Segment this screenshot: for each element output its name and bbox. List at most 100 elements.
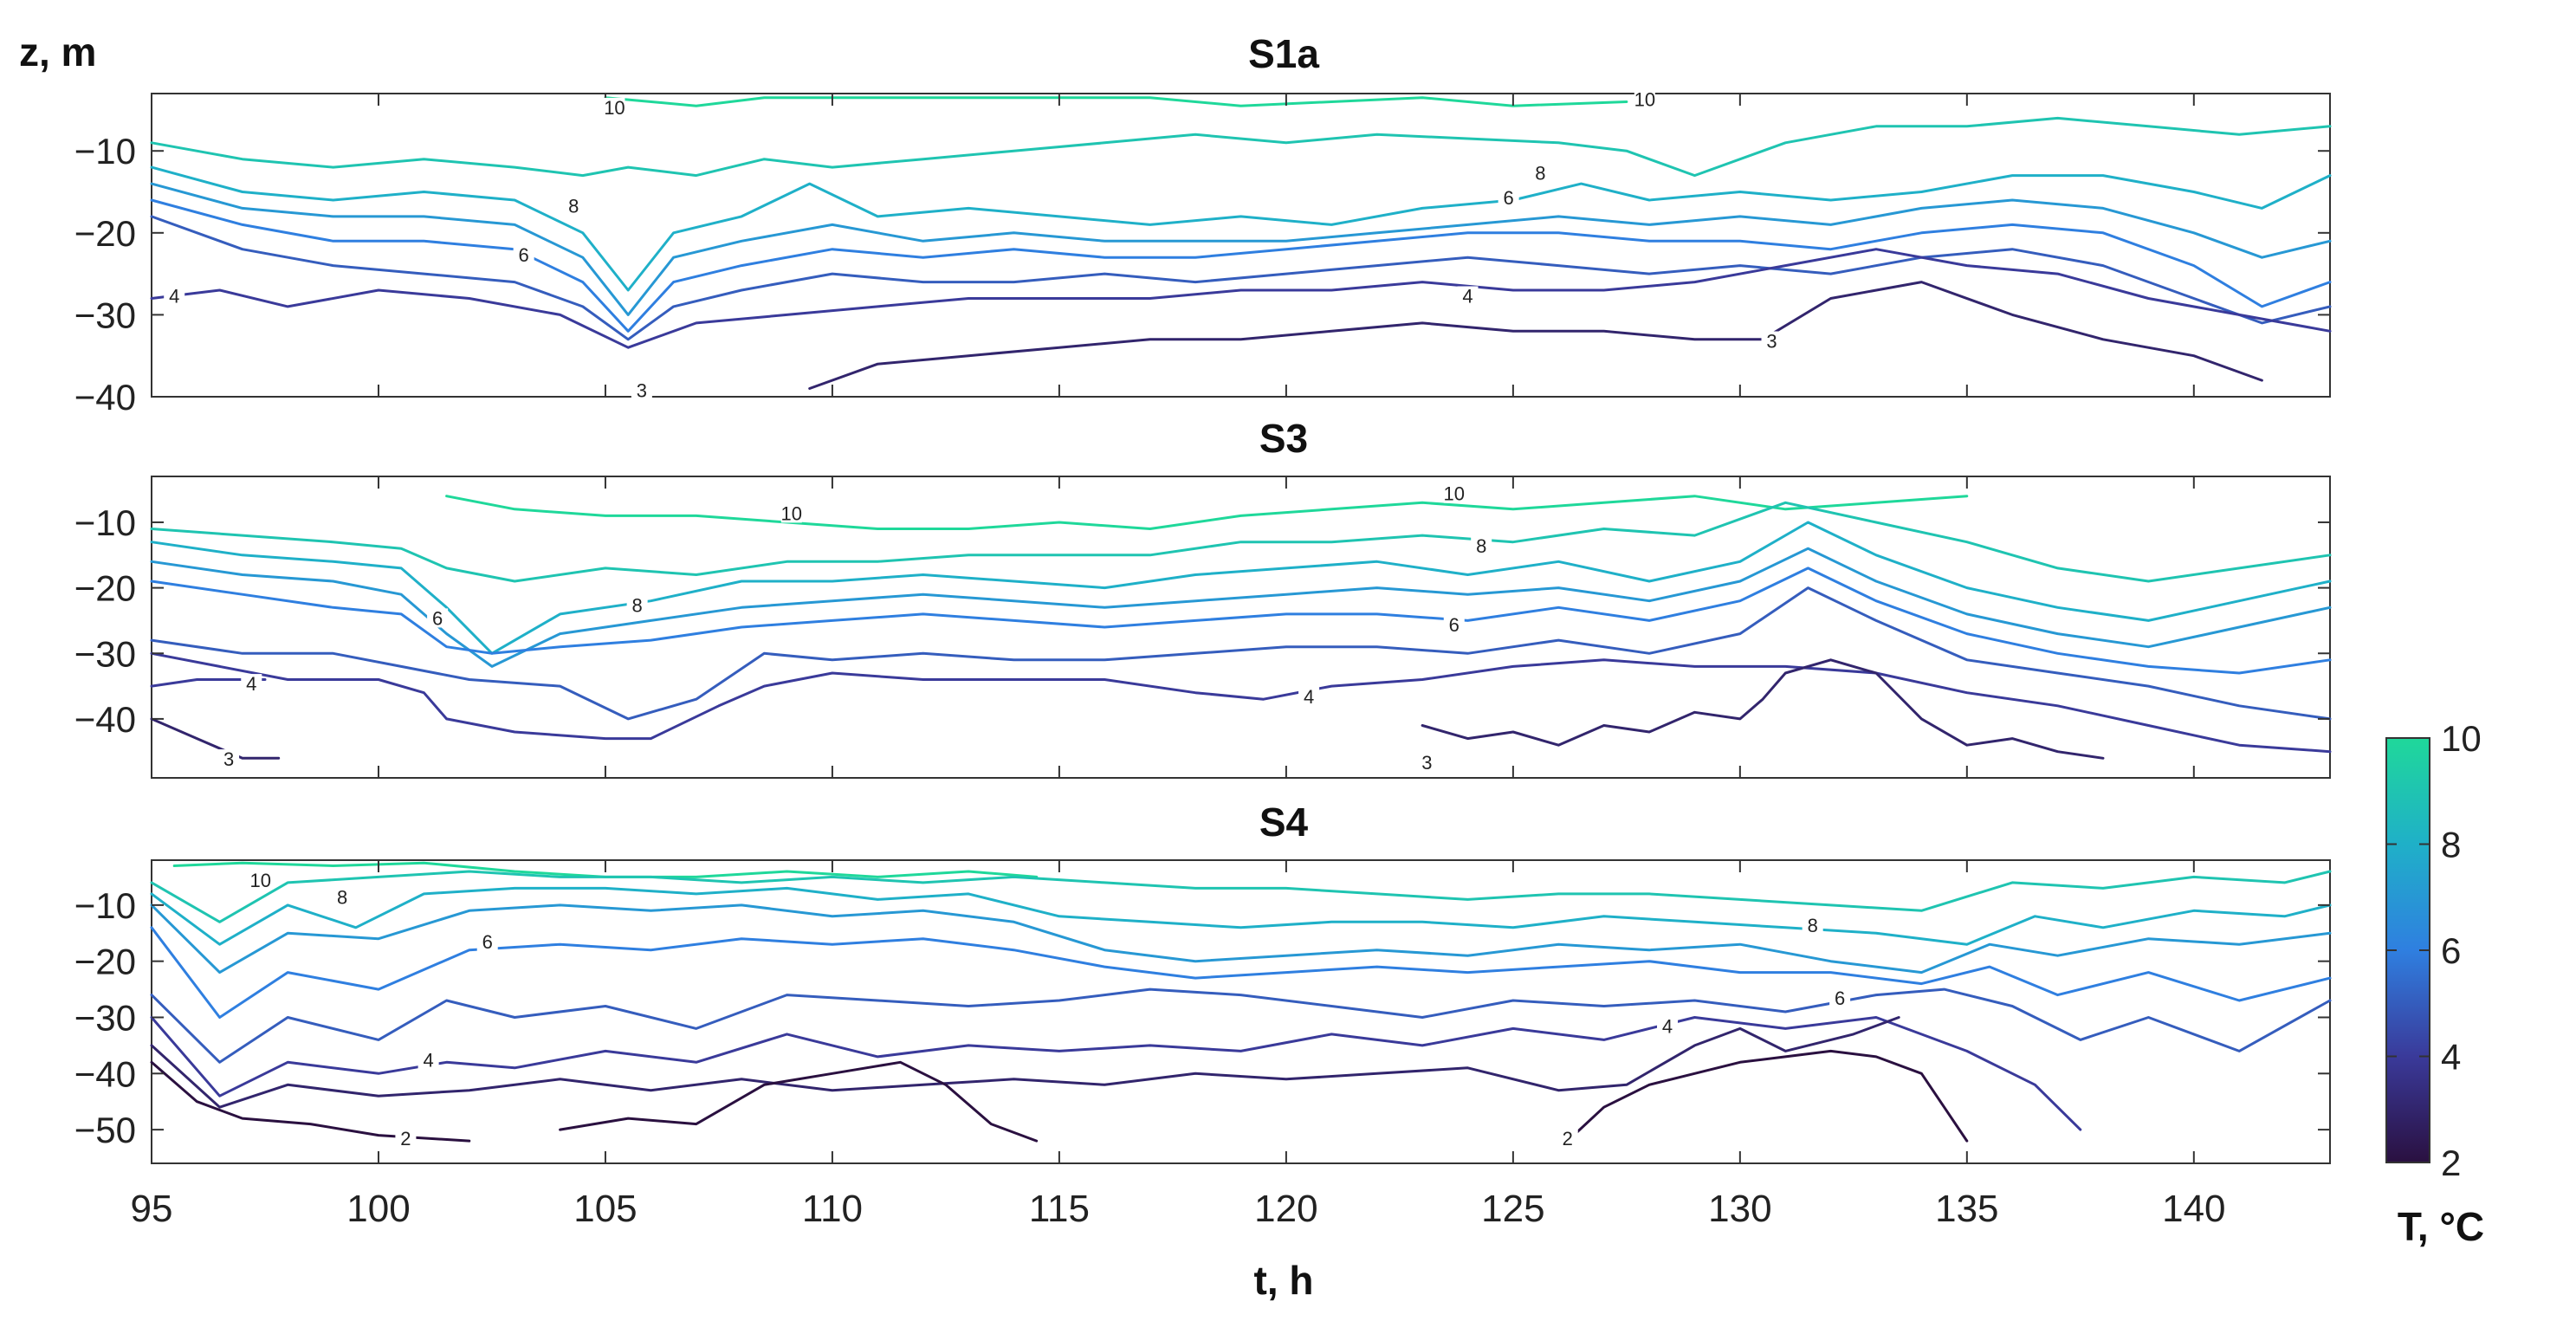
y-tick-label: −30	[74, 997, 136, 1038]
contour-label: 2	[1563, 1128, 1573, 1149]
isotherm-line-6	[150, 567, 2332, 675]
contour-label-bg	[1443, 615, 1465, 634]
colorbar-tick-label: 4	[2441, 1037, 2461, 1078]
contour-label: 4	[1462, 285, 1472, 307]
colorbar-tick-label: 8	[2441, 825, 2461, 865]
isotherm-line-3	[150, 717, 281, 760]
isotherm-line-5	[150, 215, 2332, 341]
contour-label-bg	[417, 1050, 439, 1070]
contour-label-bg	[1557, 1129, 1578, 1149]
contour-label-bg	[631, 380, 652, 400]
contour-label: 4	[1662, 1015, 1673, 1037]
x-tick-label: 140	[2162, 1188, 2225, 1230]
contour-label: 6	[1504, 187, 1514, 209]
contour-label: 8	[632, 594, 643, 616]
x-tick-label: 135	[1935, 1188, 1998, 1230]
contour-label-bg	[1634, 89, 1655, 109]
isotherm-line-10	[445, 495, 1969, 530]
plot-area	[151, 476, 2331, 779]
contour-label: 6	[432, 607, 443, 629]
colorbar-tick-label: 2	[2441, 1143, 2461, 1183]
contour-label-bg	[1498, 187, 1519, 207]
y-tick-label: −30	[74, 295, 136, 335]
isotherm-line-4	[150, 651, 2332, 754]
isotherm-line-9	[150, 501, 2332, 583]
contour-label: 3	[1766, 331, 1777, 353]
isotherm-line-7	[150, 182, 2332, 316]
contour-label-bg	[395, 1129, 417, 1149]
x-tick-label: 125	[1481, 1188, 1544, 1230]
contour-label-bg	[513, 245, 534, 265]
contour-label-bg	[1761, 331, 1783, 351]
plot-area	[151, 93, 2331, 398]
isotherm-line-10	[604, 96, 1628, 107]
contour-label-bg	[604, 97, 625, 117]
x-tick-label: 95	[131, 1188, 173, 1230]
contour-label: 10	[781, 502, 802, 524]
contour-label-bg	[427, 608, 449, 628]
panel-title: S4	[1259, 800, 1309, 845]
contour-label-bg	[626, 595, 648, 615]
x-tick-label: 120	[1254, 1188, 1317, 1230]
contour-label: 10	[1444, 483, 1465, 505]
contour-label: 6	[1835, 988, 1845, 1009]
contour-label: 2	[400, 1128, 411, 1149]
contour-label-bg	[1829, 988, 1851, 1008]
y-tick-label: −20	[74, 213, 136, 254]
contour-label-bg	[1416, 752, 1438, 772]
panel-title: S3	[1259, 416, 1308, 461]
isotherm-line-8	[150, 886, 2332, 946]
isotherm-line-5	[150, 988, 2332, 1064]
figure-ylabel: z, m	[19, 29, 96, 74]
plot-area	[151, 859, 2331, 1164]
contour-label: 8	[1476, 535, 1486, 557]
contour-label-bg	[241, 674, 262, 694]
isotherm-line-3	[808, 281, 2263, 390]
contour-label-bg	[1657, 1016, 1679, 1036]
contour-label: 3	[223, 748, 234, 770]
colorbar-tick-label: 10	[2441, 718, 2482, 759]
colorbar-label: T, °C	[2398, 1204, 2484, 1249]
contour-label-bg	[332, 887, 353, 907]
x-tick-label: 110	[802, 1188, 863, 1230]
contour-label: 10	[250, 870, 271, 891]
contour-label-bg	[780, 503, 802, 523]
isotherm-line-7	[150, 903, 2332, 975]
y-tick-label: −40	[74, 1053, 136, 1094]
x-tick-label: 115	[1029, 1188, 1090, 1230]
isotherm-line-8	[150, 521, 2332, 655]
contour-label: 6	[519, 244, 529, 266]
panel-title: S1a	[1248, 31, 1319, 76]
y-tick-label: −30	[74, 633, 136, 674]
y-tick-label: −40	[74, 377, 136, 418]
contour-label: 10	[1634, 88, 1655, 110]
y-tick-label: −10	[74, 502, 136, 543]
contour-label-bg	[1443, 483, 1465, 503]
contour-label: 8	[1535, 163, 1545, 185]
contour-label: 8	[568, 195, 579, 217]
y-tick-label: −20	[74, 942, 136, 982]
panel-s4: S4 −10 −20 −30 −40 −50 10 8 8 6 6 4 4 2 2	[74, 800, 2332, 1164]
contour-label-bg	[1471, 536, 1492, 556]
isotherm-line-3	[150, 1016, 1900, 1109]
isotherm-line-9	[150, 870, 2332, 923]
contour-label-bg	[1298, 687, 1320, 707]
contour-label-bg	[1530, 163, 1551, 183]
y-tick-label: −40	[74, 699, 136, 740]
contour-label-bg	[218, 749, 240, 769]
x-tick-label: 130	[1708, 1188, 1771, 1230]
contour-label: 4	[246, 673, 256, 695]
contour-label: 4	[423, 1049, 433, 1071]
isotherm-line-4	[150, 248, 2332, 349]
contour-label-bg	[164, 286, 185, 306]
y-tick-label: −10	[74, 885, 136, 926]
y-tick-label: −20	[74, 568, 136, 609]
y-tick-label: −10	[74, 131, 136, 172]
colorbar-tick-label: 6	[2441, 930, 2461, 971]
contour-label: 4	[169, 285, 179, 307]
x-tick-label: 100	[346, 1188, 410, 1230]
contour-label: 3	[1421, 752, 1432, 774]
isotherm-line-6	[150, 198, 2332, 333]
